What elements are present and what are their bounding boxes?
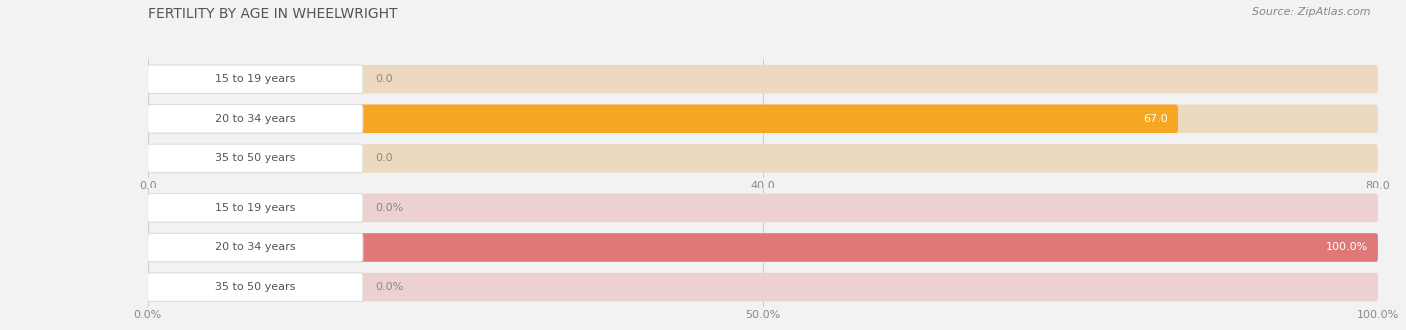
Text: 35 to 50 years: 35 to 50 years	[215, 153, 295, 163]
FancyBboxPatch shape	[148, 144, 363, 173]
FancyBboxPatch shape	[148, 144, 1378, 173]
Text: 67.0: 67.0	[1143, 114, 1168, 124]
Text: 35 to 50 years: 35 to 50 years	[215, 282, 295, 292]
Text: 0.0: 0.0	[375, 153, 392, 163]
Text: 15 to 19 years: 15 to 19 years	[215, 203, 295, 213]
FancyBboxPatch shape	[148, 233, 1378, 262]
FancyBboxPatch shape	[148, 105, 1378, 133]
FancyBboxPatch shape	[148, 65, 1378, 93]
Text: 20 to 34 years: 20 to 34 years	[215, 243, 295, 252]
Text: 15 to 19 years: 15 to 19 years	[215, 74, 295, 84]
FancyBboxPatch shape	[148, 105, 1178, 133]
FancyBboxPatch shape	[148, 65, 363, 93]
Text: 20 to 34 years: 20 to 34 years	[215, 114, 295, 124]
Text: FERTILITY BY AGE IN WHEELWRIGHT: FERTILITY BY AGE IN WHEELWRIGHT	[148, 7, 396, 20]
FancyBboxPatch shape	[148, 194, 363, 222]
Text: 100.0%: 100.0%	[1326, 243, 1368, 252]
FancyBboxPatch shape	[148, 273, 1378, 301]
FancyBboxPatch shape	[148, 233, 363, 262]
FancyBboxPatch shape	[148, 105, 363, 133]
FancyBboxPatch shape	[148, 233, 1378, 262]
Text: 0.0: 0.0	[375, 74, 392, 84]
Text: 0.0%: 0.0%	[375, 282, 404, 292]
FancyBboxPatch shape	[148, 194, 1378, 222]
Text: Source: ZipAtlas.com: Source: ZipAtlas.com	[1253, 7, 1371, 16]
FancyBboxPatch shape	[148, 273, 363, 301]
Text: 0.0%: 0.0%	[375, 203, 404, 213]
